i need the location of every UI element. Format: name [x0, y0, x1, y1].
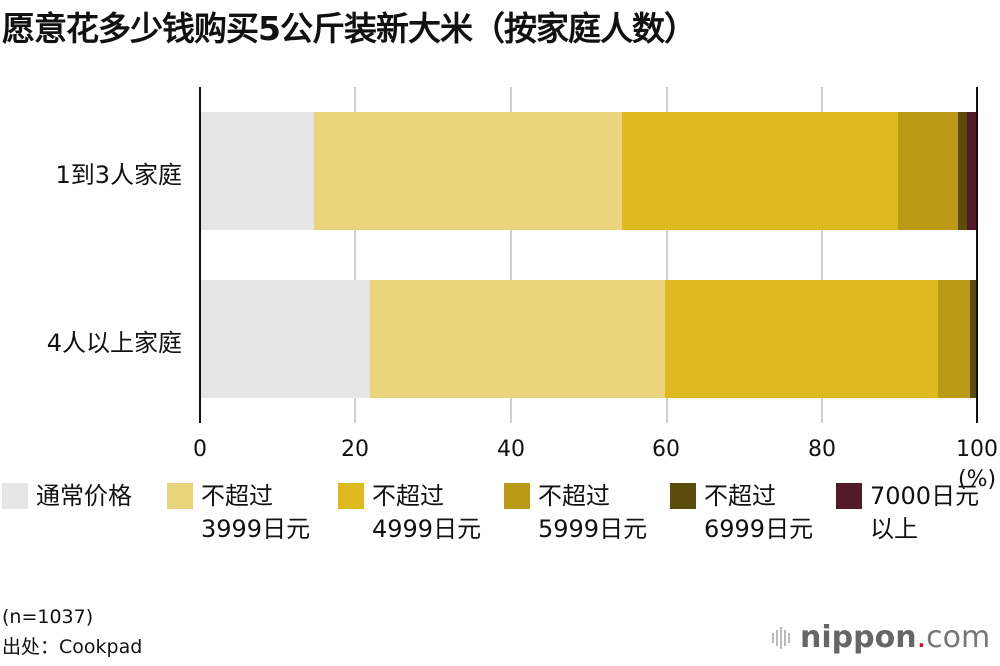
- x-tick-80: 80: [808, 437, 836, 462]
- axis-left: [199, 87, 201, 423]
- legend-swatch: [2, 483, 28, 509]
- x-unit-label: (%): [958, 467, 997, 492]
- bar-segment: [621, 112, 898, 230]
- plot-area: [199, 87, 978, 423]
- sample-size-note: (n=1037): [2, 606, 94, 628]
- bar-segment: [314, 112, 622, 230]
- legend-swatch: [670, 483, 696, 509]
- x-tick-0: 0: [193, 437, 207, 462]
- bar-segment: [664, 280, 939, 398]
- legend-item-regular: 通常价格: [2, 480, 132, 513]
- gridline-40: [510, 87, 512, 423]
- bar-segment: [200, 112, 315, 230]
- bar-segment: [897, 112, 959, 230]
- legend-label: 不超过 4999日元: [372, 482, 482, 543]
- legend-item-3999: 不超过 3999日元: [167, 480, 310, 546]
- chart-title: 愿意花多少钱购买5公斤装新大米（按家庭人数）: [2, 9, 697, 48]
- x-tick-100: 100: [956, 437, 998, 462]
- brand-name: nippon: [800, 620, 917, 655]
- legend-label: 不超过 3999日元: [201, 482, 311, 543]
- row-label-1: 1到3人家庭: [55, 161, 182, 189]
- axis-right: [976, 87, 978, 423]
- gridline-20: [354, 87, 356, 423]
- source-note: 出处：Cookpad: [2, 636, 143, 658]
- row-label-2: 4人以上家庭: [46, 329, 182, 357]
- legend-item-6999: 不超过 6999日元: [670, 480, 813, 546]
- bar-segment: [969, 280, 977, 398]
- brand-dot: .: [916, 620, 927, 655]
- x-tick-40: 40: [497, 437, 525, 462]
- legend-swatch: [836, 483, 862, 509]
- brand-logo: nippon. com: [772, 620, 990, 655]
- bar-segment: [938, 280, 970, 398]
- legend-label: 不超过 6999日元: [704, 482, 814, 543]
- bar-row-1: [200, 112, 977, 230]
- bar-row-2: [200, 280, 977, 398]
- legend-label: 不超过 5999日元: [538, 482, 648, 543]
- x-tick-20: 20: [341, 437, 369, 462]
- bar-segment: [370, 280, 665, 398]
- legend-swatch: [167, 483, 193, 509]
- gridline-80: [821, 87, 823, 423]
- gridline-60: [666, 87, 668, 423]
- bar-segment: [958, 112, 967, 230]
- sound-wave-icon: [772, 626, 790, 649]
- legend-label: 通常价格: [36, 482, 132, 510]
- bar-segment: [966, 112, 977, 230]
- legend-item-7000-plus: 7000日元 以上: [836, 480, 979, 546]
- legend-swatch: [338, 483, 364, 509]
- legend-item-5999: 不超过 5999日元: [504, 480, 647, 546]
- legend-item-4999: 不超过 4999日元: [338, 480, 481, 546]
- legend-label: 7000日元 以上: [870, 482, 980, 543]
- bar-segment: [200, 280, 371, 398]
- legend-swatch: [504, 483, 530, 509]
- brand-tld: com: [926, 620, 991, 655]
- x-tick-60: 60: [652, 437, 680, 462]
